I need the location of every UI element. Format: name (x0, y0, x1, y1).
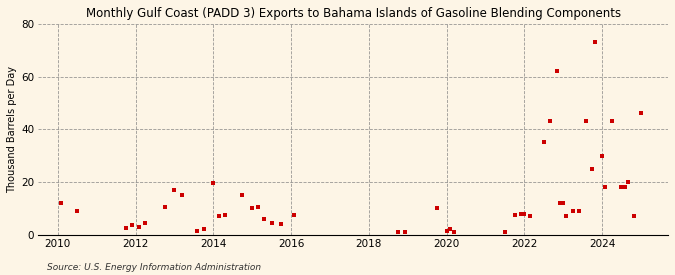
Point (635, 111, 646, 116)
Point (133, 224, 144, 229)
Point (606, 119, 617, 123)
Point (393, 230, 404, 234)
Point (399, 230, 410, 234)
Title: Monthly Gulf Coast (PADD 3) Exports to Bahama Islands of Gasoline Blending Compo: Monthly Gulf Coast (PADD 3) Exports to B… (86, 7, 621, 20)
Point (622, 180, 633, 184)
Point (629, 214, 640, 218)
Point (140, 221, 151, 225)
Point (192, 229, 202, 233)
Y-axis label: Thousand Barrels per Day: Thousand Barrels per Day (7, 66, 17, 193)
Point (259, 217, 269, 221)
Point (219, 213, 230, 217)
Point (177, 193, 188, 197)
Point (431, 206, 442, 210)
Point (444, 227, 455, 232)
Point (441, 229, 452, 233)
Point (266, 221, 277, 225)
Point (214, 214, 225, 218)
Point (587, 167, 597, 171)
Point (237, 193, 248, 197)
Point (127, 223, 138, 228)
Point (55, 201, 66, 205)
Text: Source: U.S. Energy Information Administration: Source: U.S. Energy Information Administ… (47, 263, 261, 272)
Point (551, 69, 562, 73)
Point (574, 209, 585, 213)
Point (568, 209, 578, 213)
Point (580, 119, 591, 123)
Point (247, 206, 258, 210)
Point (561, 214, 572, 218)
Point (72, 209, 82, 213)
Point (449, 230, 460, 234)
Point (120, 226, 131, 230)
Point (590, 40, 601, 45)
Point (538, 140, 549, 145)
Point (597, 153, 608, 158)
Point (616, 185, 627, 189)
Point (619, 185, 630, 189)
Point (159, 205, 170, 209)
Point (509, 213, 520, 217)
Point (198, 227, 209, 232)
Point (519, 211, 530, 216)
Point (599, 185, 610, 189)
Point (289, 213, 300, 217)
Point (555, 201, 566, 205)
Point (276, 222, 287, 226)
Point (169, 188, 180, 192)
Point (500, 230, 510, 234)
Point (516, 211, 526, 216)
Point (524, 214, 535, 218)
Point (208, 181, 219, 185)
Point (545, 119, 556, 123)
Point (252, 205, 263, 209)
Point (558, 201, 568, 205)
